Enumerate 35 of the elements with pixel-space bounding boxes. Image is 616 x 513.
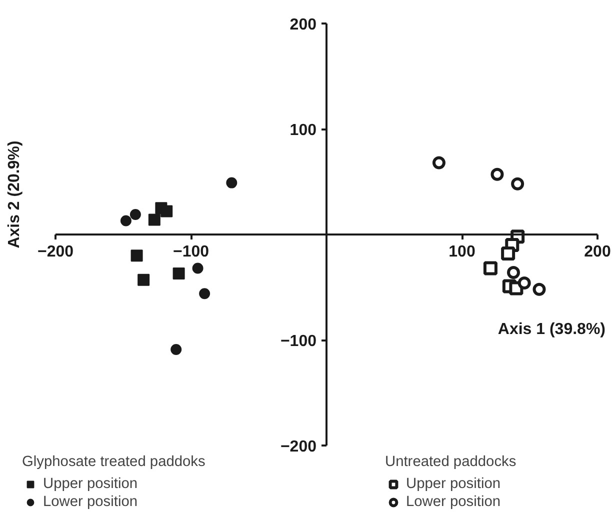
text: Untreated paddocks	[385, 454, 516, 470]
point	[170, 344, 182, 355]
point	[518, 276, 531, 290]
x-tick-label: 100	[448, 244, 476, 260]
x-tick-label: −200	[37, 244, 74, 260]
legend-label: Lower position	[43, 493, 138, 511]
point	[130, 208, 141, 220]
legend-label: Upper position	[406, 475, 501, 493]
point	[511, 177, 524, 190]
legend-label: Upper position	[43, 475, 138, 493]
point	[160, 205, 173, 218]
point	[501, 246, 516, 260]
point	[138, 274, 150, 286]
y-tick-label: −200	[280, 438, 317, 456]
point	[490, 168, 504, 181]
point	[226, 177, 238, 188]
x-tick-label: −100	[172, 244, 210, 260]
point	[199, 288, 210, 300]
x-tick-label: 200	[584, 244, 611, 260]
y-tick-label: 200	[290, 16, 317, 34]
y-tick-label: −100	[280, 333, 317, 350]
point	[120, 215, 132, 226]
point	[483, 261, 498, 276]
point	[432, 156, 446, 170]
point	[532, 282, 546, 296]
x-axis-title: Axis 1 (39.8%)	[498, 321, 606, 338]
point	[192, 262, 204, 274]
y-tick-label: 100	[290, 122, 317, 139]
legend-label: Lower position	[406, 493, 501, 511]
point	[148, 214, 160, 226]
point	[172, 268, 185, 280]
point	[130, 250, 143, 262]
point	[506, 266, 520, 279]
text: Glyphosate treated paddoks	[22, 454, 206, 470]
y-axis-title: Axis 2 (20.9%)	[6, 140, 23, 248]
